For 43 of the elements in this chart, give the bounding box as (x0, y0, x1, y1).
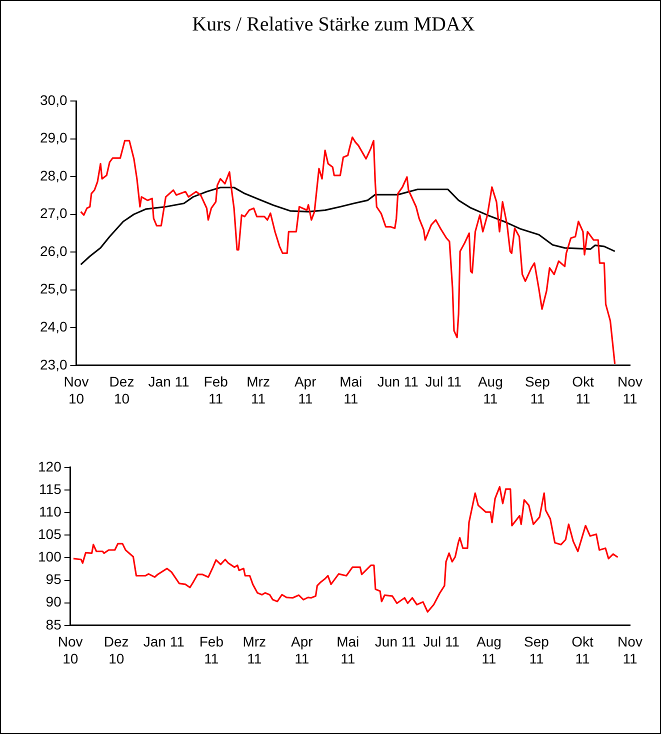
y-tick-label: 95 (46, 571, 62, 588)
y-tick-label: 90 (46, 594, 62, 610)
x-tick-label: Nov 10 (58, 634, 83, 666)
y-tick-label: 100 (38, 548, 62, 565)
y-tick-label: 29,0 (40, 130, 68, 146)
y-tick-label: 28,0 (40, 167, 68, 184)
y-tick-label: 120 (38, 458, 62, 474)
x-tick-label: Jun 11 (377, 374, 419, 390)
x-tick-label: Mrz 11 (246, 374, 270, 406)
x-tick-label: Aug 11 (476, 634, 502, 666)
x-tick-label: Jun 11 (374, 634, 416, 650)
x-tick-label: Mai 11 (336, 634, 360, 666)
y-tick-label: 30,0 (40, 92, 68, 108)
x-tick-label: Nov 11 (618, 634, 642, 666)
x-tick-label: Sep 11 (524, 634, 550, 666)
x-tick-label: Jul 11 (425, 374, 462, 390)
y-tick-label: 115 (39, 480, 62, 497)
x-tick-label: Okt 11 (572, 374, 594, 406)
x-tick-label: Apr 11 (290, 634, 314, 666)
y-tick-label: 110 (39, 503, 62, 520)
x-tick-label: Feb 11 (199, 634, 224, 666)
y-tick-label: 105 (38, 526, 62, 542)
y-tick-label: 85 (46, 616, 62, 632)
x-tick-label: Sep 11 (524, 374, 550, 406)
x-tick-label: Apr 11 (294, 374, 317, 406)
x-tick-label: Okt 11 (572, 634, 594, 666)
y-tick-label: 24,0 (40, 318, 68, 334)
y-tick-label: 25,0 (40, 280, 68, 297)
x-tick-label: Jul 11 (423, 634, 460, 650)
y-tick-label: 26,0 (40, 242, 68, 259)
y-tick-label: 23,0 (40, 356, 68, 372)
x-tick-label: Dez 10 (109, 374, 134, 406)
x-tick-label: Jan 11 (148, 374, 190, 390)
chart-title: Kurs / Relative Stärke zum MDAX (192, 13, 476, 36)
x-tick-label: Jan 11 (143, 634, 185, 650)
x-tick-label: Dez 10 (104, 634, 129, 666)
x-tick-label: Feb 11 (204, 374, 228, 406)
x-tick-label: Aug 11 (478, 374, 503, 406)
y-tick-label: 27,0 (40, 205, 68, 222)
x-tick-label: Nov 10 (64, 374, 89, 406)
x-tick-label: Mrz 11 (242, 634, 266, 666)
x-tick-label: Mai 11 (340, 374, 362, 406)
x-tick-label: Nov 11 (618, 374, 642, 406)
